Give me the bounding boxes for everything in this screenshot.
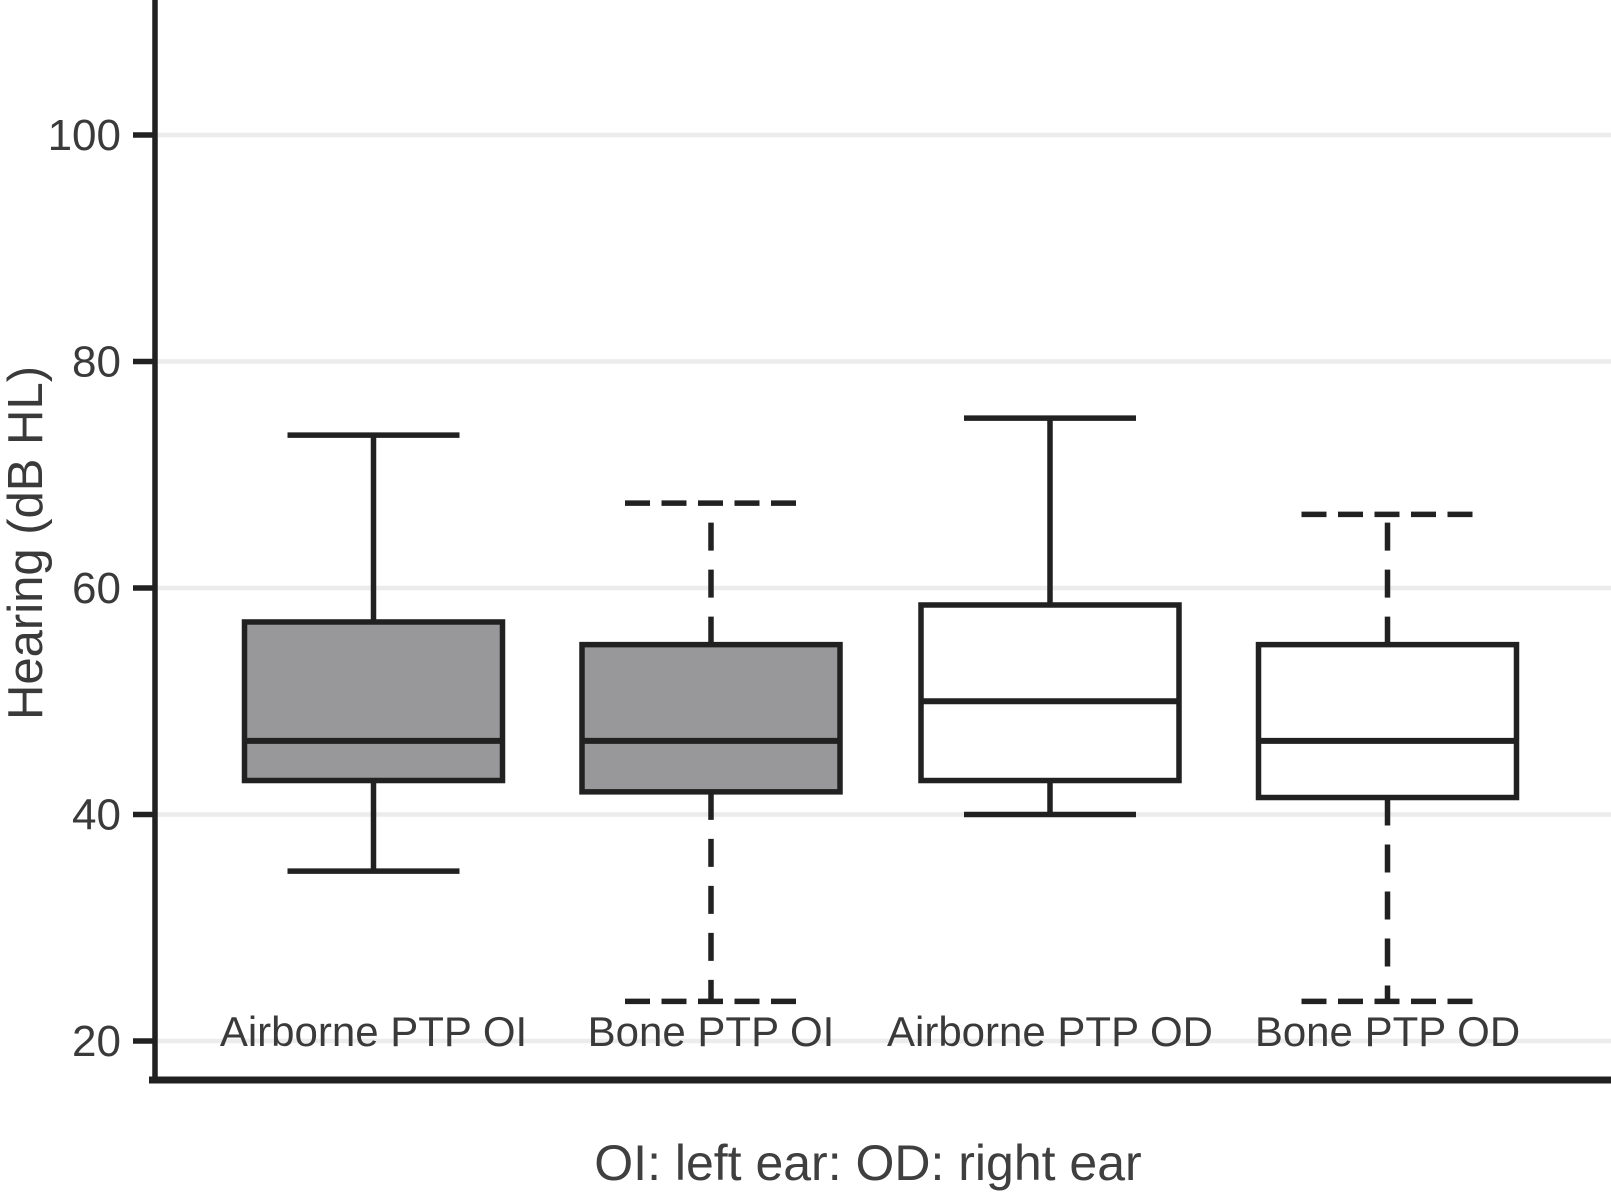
category-label-airborne-ptp-od: Airborne PTP OD bbox=[887, 1008, 1213, 1055]
category-label-bone-ptp-od: Bone PTP OD bbox=[1255, 1008, 1520, 1055]
iqr-box bbox=[1255, 641, 1520, 801]
iqr-box bbox=[241, 619, 506, 784]
boxplot-boxes bbox=[241, 415, 1520, 1005]
category-label-bone-ptp-oi: Bone PTP OI bbox=[588, 1008, 835, 1055]
y-tick-label-60: 60 bbox=[72, 564, 121, 613]
boxplot-airborne-ptp-oi bbox=[241, 432, 506, 874]
y-tick-labels: 100 80 60 40 20 bbox=[48, 111, 121, 1066]
iqr-box bbox=[579, 641, 843, 795]
gridlines bbox=[155, 132, 1611, 1044]
axes bbox=[133, 0, 1611, 1084]
y-tick-label-20: 20 bbox=[72, 1017, 121, 1066]
iqr-box bbox=[918, 602, 1182, 784]
figure-caption: OI: left ear: OD: right ear bbox=[594, 1135, 1141, 1191]
category-labels: Airborne PTP OI Bone PTP OI Airborne PTP O… bbox=[220, 1008, 1520, 1055]
boxplot-bone-ptp-od bbox=[1255, 511, 1520, 1005]
category-label-airborne-ptp-oi: Airborne PTP OI bbox=[220, 1008, 527, 1055]
y-tick-label-80: 80 bbox=[72, 338, 121, 387]
y-tick-label-100: 100 bbox=[48, 111, 121, 160]
y-axis-title: Hearing (dB HL) bbox=[0, 366, 53, 720]
boxplot-bone-ptp-oi bbox=[579, 500, 843, 1005]
boxplot-airborne-ptp-od bbox=[918, 415, 1182, 818]
y-tick-label-40: 40 bbox=[72, 791, 121, 840]
